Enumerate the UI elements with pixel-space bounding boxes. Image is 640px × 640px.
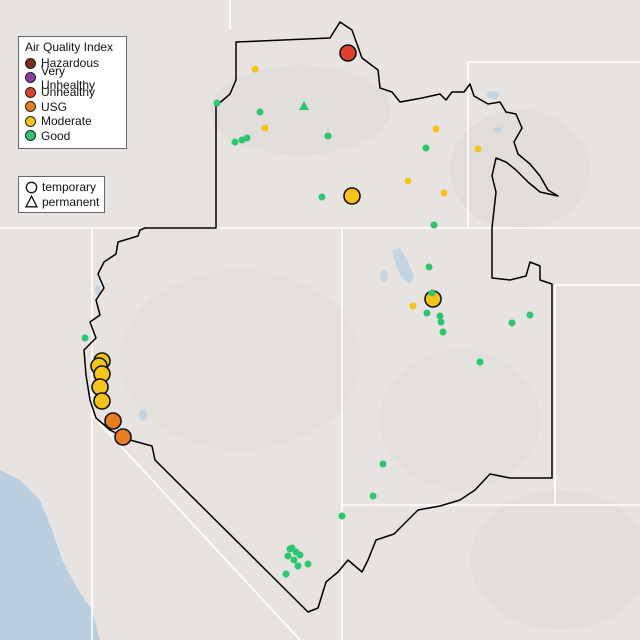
sensor-marker[interactable]	[436, 312, 444, 320]
hazardous-swatch-icon	[25, 57, 36, 69]
sensor-marker[interactable]	[425, 263, 433, 271]
legend-item-hazardous: Hazardous	[25, 56, 120, 71]
sensor-marker[interactable]	[428, 289, 436, 297]
legend-label: Very Unhealthy	[41, 63, 96, 92]
sensor-marker[interactable]	[251, 65, 259, 73]
sensor-marker[interactable]	[114, 428, 132, 446]
sensor-marker[interactable]	[476, 358, 484, 366]
sensor-marker[interactable]	[423, 309, 431, 317]
very-unhealthy-swatch-icon	[25, 72, 36, 84]
sensor-marker[interactable]	[437, 318, 445, 326]
legend-label: Hazardous	[41, 56, 100, 71]
sensor-marker[interactable]	[282, 570, 290, 578]
sensor-marker[interactable]	[440, 189, 448, 197]
sensor-marker[interactable]	[324, 132, 332, 140]
sensor-markers	[81, 44, 534, 578]
sensor-marker[interactable]	[256, 108, 264, 116]
sensor-marker[interactable]	[379, 460, 387, 468]
legend-item-very-unhealthy: Very Unhealthy	[25, 64, 120, 92]
legend-item-permanent: permanent	[25, 194, 100, 210]
legend-item-temporary: temporary	[25, 180, 98, 195]
sensor-marker[interactable]	[296, 551, 304, 559]
sensor-marker[interactable]	[290, 556, 298, 564]
sensor-marker[interactable]	[284, 552, 292, 560]
sensor-marker[interactable]	[213, 99, 221, 107]
sensor-marker[interactable]	[439, 328, 447, 336]
sensor-marker[interactable]	[474, 145, 482, 153]
legend-item-moderate: Moderate	[25, 114, 120, 129]
aqi-legend: Air Quality Index Hazardous Very Unhealt…	[18, 36, 127, 149]
sensor-marker[interactable]	[343, 187, 361, 205]
legend-label: Moderate	[41, 114, 92, 129]
sensor-marker[interactable]	[339, 44, 357, 62]
ocean	[0, 470, 100, 640]
terrain-shading	[120, 65, 640, 630]
legend-item-good: Good	[25, 129, 120, 144]
sensor-marker[interactable]	[93, 392, 111, 410]
sensor-marker[interactable]	[432, 125, 440, 133]
lakes	[95, 91, 502, 421]
sensor-marker[interactable]	[304, 560, 312, 568]
sensor-marker[interactable]	[508, 319, 516, 327]
legend-label: Unhealthy	[41, 85, 96, 100]
legend-label: temporary	[42, 180, 97, 195]
sensor-marker[interactable]	[318, 193, 326, 201]
legend-item-unhealthy: Unhealthy	[25, 85, 120, 100]
monitor-type-legend: temporary permanent	[18, 176, 105, 213]
sensor-marker[interactable]	[81, 334, 89, 342]
sensor-marker[interactable]	[338, 512, 346, 520]
sensor-marker[interactable]	[409, 302, 417, 310]
sensor-marker[interactable]	[231, 138, 239, 146]
sensor-marker[interactable]	[261, 124, 269, 132]
sensor-marker[interactable]	[422, 144, 430, 152]
sensor-marker[interactable]	[526, 311, 534, 319]
usg-swatch-icon	[25, 101, 36, 113]
permanent-sensor-marker[interactable]	[299, 101, 309, 110]
aqi-legend-title: Air Quality Index	[25, 40, 114, 54]
sensor-marker[interactable]	[430, 221, 438, 229]
sensor-marker[interactable]	[404, 177, 412, 185]
triangle-icon	[25, 195, 38, 208]
moderate-swatch-icon	[25, 115, 36, 127]
good-swatch-icon	[25, 130, 36, 142]
legend-label: Good	[41, 128, 71, 143]
sensor-marker[interactable]	[294, 562, 302, 570]
unhealthy-swatch-icon	[25, 86, 36, 98]
sensor-marker[interactable]	[288, 544, 296, 552]
sensor-marker[interactable]	[104, 412, 122, 430]
circle-icon	[25, 181, 38, 194]
sensor-marker[interactable]	[238, 136, 246, 144]
sensor-marker[interactable]	[369, 492, 377, 500]
region-boundary	[83, 21, 559, 613]
legend-label: permanent	[42, 194, 100, 209]
legend-label: USG	[41, 99, 68, 114]
legend-item-usg: USG	[25, 100, 120, 115]
